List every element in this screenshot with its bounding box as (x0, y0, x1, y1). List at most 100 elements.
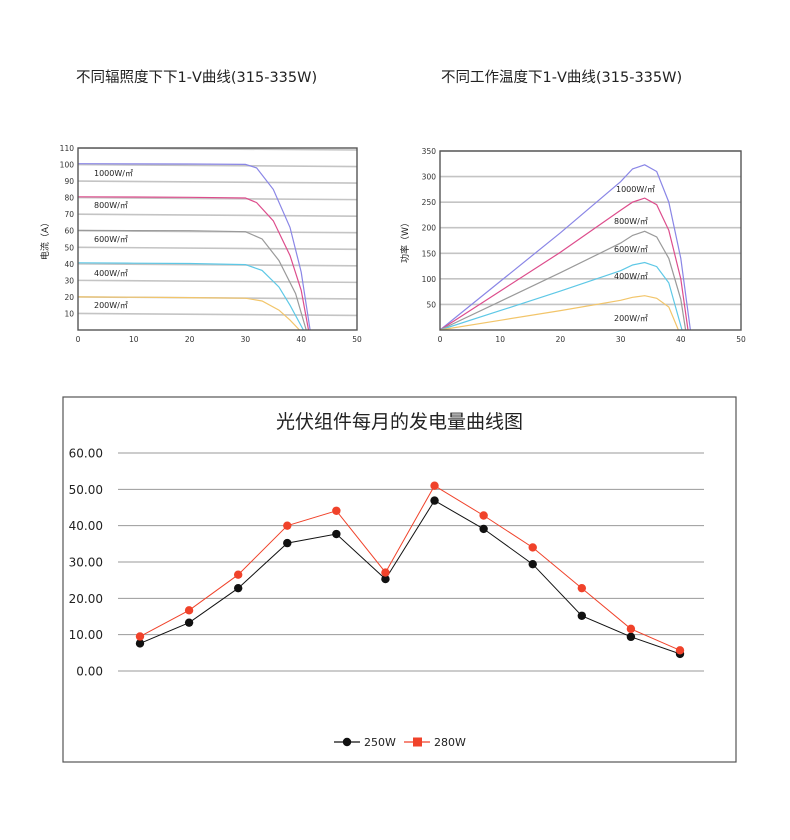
chart1-series-label: 800W/㎡ (94, 201, 128, 210)
chart2-x-tick: 50 (736, 335, 746, 344)
chart2-series-line (439, 295, 679, 331)
chart2-series-label: 800W/㎡ (614, 217, 648, 226)
chart3-data-point (479, 511, 488, 520)
chart3-data-point (381, 568, 390, 577)
chart1-series-line (77, 262, 304, 331)
chart2-y-tick: 150 (422, 249, 437, 258)
chart3-data-point (430, 481, 439, 490)
chart3-y-tick: 60.00 (69, 447, 103, 461)
chart2-x-tick: 0 (438, 335, 443, 344)
chart1-series-line (77, 196, 310, 331)
chart3-data-point (332, 506, 341, 515)
chart1-y-tick: 110 (60, 144, 75, 153)
chart3-data-point (135, 632, 145, 641)
chart3-data-point (528, 559, 537, 569)
chart3-data-point (283, 538, 292, 548)
chart3-data-point (577, 583, 587, 593)
chart2-series-line (439, 230, 687, 331)
chart1-y-tick: 90 (64, 177, 74, 186)
chart3-legend-marker (413, 737, 422, 747)
chart3-data-point (332, 529, 341, 539)
chart2-series-line (439, 197, 689, 331)
chart1-x-tick: 40 (296, 335, 306, 344)
chart3-legend-marker (342, 737, 352, 747)
chart3-y-tick: 20.00 (69, 592, 103, 606)
chart2-x-tick: 10 (495, 335, 505, 344)
chart1-y-tick: 60 (64, 227, 74, 236)
chart3-y-tick: 30.00 (69, 556, 103, 570)
chart1-x-tick: 50 (352, 335, 362, 344)
chart3-frame (62, 396, 737, 763)
chart2-series-label: 1000W/㎡ (616, 185, 655, 194)
chart3-legend-label: 250W (364, 736, 396, 749)
chart2-series-line (439, 261, 683, 331)
chart1-series-line (77, 296, 300, 331)
chart3-data-point (233, 570, 243, 579)
chart3-data-point (626, 624, 636, 634)
chart2-title: 不同工作温度下1-V曲线(315-335W) (441, 70, 683, 86)
chart1-gridline (77, 263, 358, 267)
chart3-data-point (626, 632, 636, 642)
chart1-y-tick: 30 (64, 276, 74, 285)
chart2-x-tick: 30 (616, 335, 626, 344)
chart3-y-tick: 10.00 (69, 628, 103, 642)
chart1-x-tick: 30 (241, 335, 251, 344)
chart1-series-line (77, 229, 307, 331)
chart3-data-point (184, 618, 194, 627)
chart2-y-tick: 100 (422, 275, 437, 284)
chart3-data-point (135, 639, 145, 648)
chart3-data-point (233, 583, 243, 593)
chart3-legend-label: 280W (434, 736, 466, 749)
chart1-gridline (77, 246, 358, 251)
chart1-y-label: 电流（A） (39, 218, 51, 260)
chart3-y-tick: 50.00 (69, 483, 103, 497)
chart3-data-point (528, 543, 537, 552)
chart3-series-line (139, 499, 681, 655)
chart2-x-tick: 40 (676, 335, 686, 344)
chart1-x-tick: 10 (129, 335, 139, 344)
chart1-plot-frame (77, 147, 358, 331)
chart2-y-tick: 250 (422, 198, 437, 207)
chart3-y-tick: 40.00 (69, 519, 103, 533)
chart2-y-tick: 350 (422, 147, 437, 156)
chart3-data-point (283, 521, 292, 530)
chart3-data-point (184, 606, 194, 615)
chart1-gridline (77, 213, 358, 217)
chart1-gridline (77, 312, 358, 317)
chart1-series-label: 1000W/㎡ (94, 169, 133, 178)
chart3-title: 光伏组件每月的发电量曲线图 (276, 411, 523, 433)
chart1-x-tick: 20 (185, 335, 195, 344)
chart2-plot-frame (439, 150, 742, 331)
chart3-data-point (675, 646, 685, 655)
chart1-y-tick: 20 (64, 293, 74, 302)
chart1-series-label: 200W/㎡ (94, 301, 128, 310)
chart1-y-tick: 40 (64, 260, 74, 269)
chart1-gridline (77, 163, 358, 168)
chart3-series-line (139, 485, 681, 651)
chart1-gridline (77, 279, 358, 284)
chart3-y-tick: 0.00 (76, 665, 103, 679)
chart1-y-tick: 10 (64, 309, 74, 318)
chart2-series-label: 400W/㎡ (614, 272, 648, 281)
chart2-y-tick: 300 (422, 173, 437, 182)
chart2-x-tick: 20 (556, 335, 566, 344)
chart3-data-point (430, 496, 439, 505)
chart2-series-label: 600W/㎡ (614, 245, 648, 254)
chart2-series-label: 200W/㎡ (614, 314, 648, 323)
chart1-gridline (77, 196, 358, 201)
chart1-y-tick: 100 (60, 161, 75, 170)
chart2-series-line (439, 164, 691, 331)
chart1-series-label: 600W/㎡ (94, 235, 128, 244)
chart1-series-line (77, 163, 311, 331)
chart1-title: 不同辐照度下下1-V曲线(315-335W) (76, 70, 318, 86)
chart1-y-tick: 70 (64, 210, 74, 219)
chart1-y-tick: 80 (64, 194, 74, 203)
chart1-series-label: 400W/㎡ (94, 269, 128, 278)
chart3-data-point (577, 611, 587, 620)
chart2-y-tick: 50 (426, 300, 436, 309)
chart2-y-label: 功率（W） (399, 218, 411, 263)
chart3-data-point (381, 574, 390, 584)
chart1-y-tick: 50 (64, 243, 74, 252)
chart1-gridline (77, 180, 358, 184)
